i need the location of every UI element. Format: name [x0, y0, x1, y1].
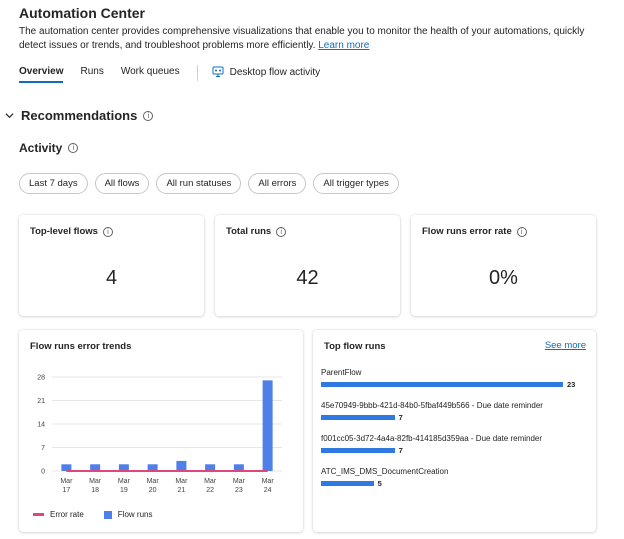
desktop-flow-icon — [212, 66, 224, 77]
kpi-card-error-rate: Flow runs error rate i 0% — [411, 215, 596, 316]
flow-name[interactable]: ParentFlow — [321, 368, 362, 377]
kpi-label-text: Total runs — [226, 226, 272, 237]
legend-flow-runs[interactable]: Flow runs — [103, 510, 153, 519]
flow-bar[interactable] — [321, 448, 395, 453]
flow-bar[interactable] — [321, 415, 395, 420]
x-tick-label: 23 — [235, 487, 243, 494]
legend-swatch-error-rate — [33, 513, 44, 516]
tab-overview[interactable]: Overview — [19, 66, 64, 83]
learn-more-link[interactable]: Learn more — [318, 40, 370, 51]
kpi-label: Top-level flows i — [30, 226, 113, 237]
bar-flow-runs[interactable] — [61, 464, 72, 471]
tab-runs[interactable]: Runs — [80, 66, 104, 77]
filter-flows[interactable]: All flows — [94, 173, 150, 194]
info-icon[interactable]: i — [102, 226, 113, 237]
filter-bar: Last 7 days All flows All run statuses A… — [19, 173, 406, 194]
activity-title: Activity — [19, 141, 63, 155]
see-more-link[interactable]: See more — [544, 340, 586, 351]
kpi-card-top-level-flows: Top-level flows i 4 — [19, 215, 204, 316]
flow-count: 7 — [398, 413, 403, 422]
page-description: The automation center provides comprehen… — [19, 25, 609, 53]
chevron-down-icon[interactable] — [5, 111, 14, 120]
x-tick-label: Mar — [118, 478, 131, 485]
legend-swatch-flow-runs — [103, 510, 112, 519]
tab-divider — [196, 65, 198, 81]
bar-flow-runs[interactable] — [90, 464, 101, 471]
flow-count: 7 — [398, 446, 403, 455]
flow-name[interactable]: ATC_IMS_DMS_DocumentCreation — [321, 467, 449, 476]
activity-header: Activity i — [19, 141, 79, 155]
tab-work-queues[interactable]: Work queues — [120, 66, 180, 77]
recommendations-title: Recommendations — [21, 108, 138, 123]
x-tick-label: Mar — [262, 478, 275, 485]
bar-flow-runs[interactable] — [205, 464, 216, 471]
error-trends-card: Flow runs error trends 0 7 14 21 28 Mar 17 Mar 1… — [19, 330, 303, 532]
legend-error-rate-label: Error rate — [50, 510, 84, 519]
error-trends-title: Flow runs error trends — [30, 341, 132, 352]
bar-flow-runs[interactable] — [118, 464, 129, 471]
y-tick-label: 28 — [37, 375, 45, 382]
kpi-value: 0% — [489, 267, 518, 289]
filter-trigger-types[interactable]: All trigger types — [313, 173, 399, 194]
flow-name[interactable]: 45e70949-9bbb-421d-84b0-5fbaf449b566 - D… — [321, 401, 543, 410]
kpi-card-total-runs: Total runs i 42 — [215, 215, 400, 316]
x-tick-label: 22 — [206, 487, 214, 494]
flow-count: 23 — [567, 380, 576, 389]
filter-errors[interactable]: All errors — [248, 173, 307, 194]
bar-flow-runs[interactable] — [147, 464, 158, 471]
bar-flow-runs[interactable] — [233, 464, 244, 471]
x-tick-label: 17 — [62, 487, 70, 494]
tab-desktop-label: Desktop flow activity — [229, 66, 321, 78]
x-tick-label: 20 — [149, 487, 157, 494]
recommendations-header[interactable]: Recommendations i — [5, 108, 154, 123]
x-tick-label: Mar — [233, 478, 246, 485]
bar-flow-runs[interactable] — [176, 460, 187, 471]
kpi-label: Flow runs error rate i — [422, 226, 527, 237]
info-icon[interactable]: i — [68, 143, 79, 153]
kpi-label: Total runs i — [226, 226, 287, 237]
y-tick-label: 21 — [37, 398, 45, 405]
y-tick-label: 0 — [41, 469, 45, 476]
x-tick-label: Mar — [175, 478, 188, 485]
kpi-label-text: Top-level flows — [30, 226, 98, 237]
filter-run-statuses[interactable]: All run statuses — [156, 173, 242, 194]
filter-time-range[interactable]: Last 7 days — [19, 173, 88, 194]
y-tick-label: 14 — [37, 422, 45, 429]
bar-flow-runs[interactable] — [262, 380, 273, 471]
kpi-value: 42 — [296, 267, 319, 289]
info-icon[interactable]: i — [143, 110, 154, 121]
flow-name[interactable]: f001cc05-3d72-4a4a-82fb-414185d359aa - D… — [321, 434, 543, 443]
x-tick-label: 21 — [177, 487, 185, 494]
x-tick-label: 18 — [91, 487, 99, 494]
kpi-label-text: Flow runs error rate — [422, 226, 512, 237]
flow-count: 5 — [377, 479, 382, 488]
legend-flow-runs-label: Flow runs — [117, 510, 153, 519]
flow-bar[interactable] — [321, 481, 374, 486]
info-icon[interactable]: i — [516, 226, 527, 237]
flow-bar[interactable] — [321, 382, 563, 387]
info-icon[interactable]: i — [276, 226, 287, 237]
error-trends-chart: 0 7 14 21 28 Mar 17 Mar 18 Mar 19 Mar 20 Mar 21 Mar 22 Ma… — [37, 375, 282, 494]
x-tick-label: Mar — [89, 478, 102, 485]
tab-bar: Overview Runs Work queues Desktop flow a… — [19, 65, 337, 86]
x-tick-label: Mar — [60, 478, 73, 485]
kpi-value: 4 — [105, 267, 118, 289]
x-tick-label: Mar — [147, 478, 160, 485]
tab-desktop-flow-activity[interactable]: Desktop flow activity — [212, 66, 321, 82]
top-flow-runs-title: Top flow runs — [324, 341, 386, 352]
chart-legend: Error rate Flow runs — [33, 510, 172, 519]
top-flow-runs-card: Top flow runs See more ParentFlow 23 45e70… — [313, 330, 596, 532]
x-tick-label: 19 — [120, 487, 128, 494]
x-tick-label: 24 — [264, 487, 272, 494]
y-tick-label: 7 — [41, 445, 45, 452]
page-title: Automation Center — [19, 5, 145, 21]
legend-error-rate[interactable]: Error rate — [33, 510, 84, 519]
description-text: The automation center provides comprehen… — [19, 26, 585, 51]
x-tick-label: Mar — [204, 478, 217, 485]
